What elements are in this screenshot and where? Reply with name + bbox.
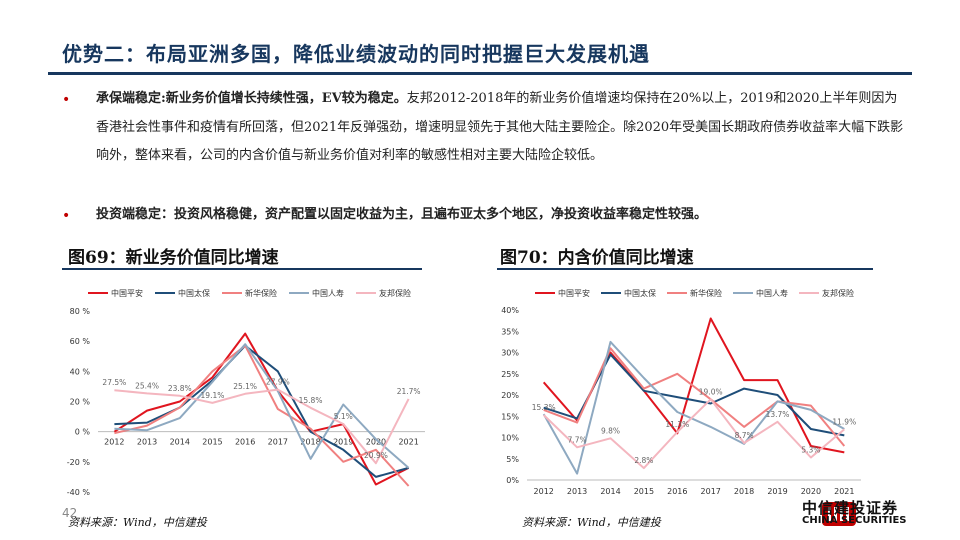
data-label: 25.4% bbox=[135, 381, 159, 390]
x-tick-label: 2018 bbox=[300, 438, 320, 447]
data-label: 19.1% bbox=[201, 391, 225, 400]
x-tick-label: 2020 bbox=[366, 438, 386, 447]
legend-label: 中国太保 bbox=[178, 288, 210, 298]
y-tick-label: 40% bbox=[501, 306, 519, 315]
x-tick-label: 2021 bbox=[398, 438, 418, 447]
data-label: 27.9% bbox=[266, 378, 290, 387]
x-tick-label: 2013 bbox=[567, 487, 587, 496]
data-label: 15.8% bbox=[299, 396, 323, 405]
series-line bbox=[114, 388, 410, 465]
y-tick-label: 5% bbox=[506, 455, 519, 464]
data-label: 8.7% bbox=[735, 431, 754, 440]
bullet-marker: • bbox=[62, 208, 71, 224]
y-tick-label: 60 % bbox=[70, 337, 91, 346]
legend-label: 中国人寿 bbox=[756, 288, 788, 298]
company-logo-icon bbox=[822, 502, 856, 526]
x-tick-label: 2014 bbox=[600, 487, 620, 496]
chart-2-title-rule bbox=[497, 268, 873, 270]
y-tick-label: 80 % bbox=[70, 307, 91, 316]
x-tick-label: 2017 bbox=[268, 438, 288, 447]
chart-2: 中国平安 中国太保 新华保险 中国人寿 友邦保险 40% 35% 30% 25% 20% 15% 10… bbox=[501, 288, 861, 496]
x-tick-label: 2014 bbox=[170, 438, 190, 447]
y-tick-label: 20% bbox=[501, 391, 519, 400]
x-tick-label: 2013 bbox=[137, 438, 157, 447]
logo-text-cn: 中信建投证券 bbox=[802, 499, 899, 517]
series-line bbox=[114, 344, 409, 478]
bullet-1: 承保端稳定:新业务价值增长持续性强，EV较为稳定。友邦2012-2018年的新业… bbox=[96, 85, 910, 171]
data-label: 23.8% bbox=[168, 384, 192, 393]
y-tick-label: 15% bbox=[501, 412, 519, 421]
bullet-marker: • bbox=[62, 92, 71, 108]
chart-1-title-rule bbox=[62, 268, 422, 270]
y-tick-label: 35% bbox=[501, 327, 519, 336]
title-divider bbox=[48, 72, 912, 75]
legend-label: 中国平安 bbox=[111, 288, 143, 298]
x-tick-label: 2012 bbox=[104, 438, 124, 447]
data-label: 11.9% bbox=[832, 417, 856, 426]
x-tick-label: 2019 bbox=[767, 487, 787, 496]
data-label: 2.8% bbox=[634, 456, 653, 465]
x-tick-label: 2017 bbox=[701, 487, 721, 496]
y-tick-label: 0% bbox=[506, 476, 519, 485]
data-label: 5.1% bbox=[334, 412, 353, 421]
x-tick-label: 2021 bbox=[834, 487, 854, 496]
series-line bbox=[113, 332, 410, 486]
legend-label: 友邦保险 bbox=[379, 288, 411, 298]
data-label: 9.8% bbox=[601, 426, 620, 435]
y-tick-label: 0 % bbox=[75, 428, 91, 437]
y-tick-label: 25% bbox=[501, 370, 519, 379]
source-note-2: 资料来源：Wind，中信建投 bbox=[522, 516, 661, 529]
y-tick-label: 10% bbox=[501, 434, 519, 443]
chart-2-title: 图70：内含价值同比增速 bbox=[500, 248, 694, 268]
series-line bbox=[114, 343, 410, 469]
y-tick-label: 40 % bbox=[70, 367, 91, 376]
bullet-2: 投资端稳定：投资风格稳健，资产配置以固定收益为主，且遍布亚太多个地区，净投资收益… bbox=[96, 201, 910, 230]
data-label: 11.3% bbox=[665, 420, 689, 429]
data-label: 7.7% bbox=[568, 435, 587, 444]
bullet-1-text: 友邦2012-2018年的新业务价值增速均保持在20%以上，2019和2020上… bbox=[96, 91, 904, 163]
y-tick-label: -20 % bbox=[67, 458, 91, 467]
x-tick-label: 2018 bbox=[734, 487, 754, 496]
chart-1: 中国平安 中国太保 新华保险 中国人寿 友邦保险 80 % 60 % 40 % 20 % 0 % -… bbox=[67, 288, 425, 497]
bullet-1-lead: 承保端稳定:新业务价值增长持续性强，EV较为稳定。 bbox=[96, 91, 407, 106]
series-line bbox=[543, 347, 846, 447]
data-label: 13.7% bbox=[766, 410, 790, 419]
chart-1-title: 图69：新业务价值同比增速 bbox=[68, 248, 279, 268]
y-tick-label: 20 % bbox=[70, 398, 91, 407]
data-label: 25.1% bbox=[233, 382, 257, 391]
x-tick-label: 2019 bbox=[333, 438, 353, 447]
x-tick-label: 2015 bbox=[634, 487, 654, 496]
logo-text-en: CHINA SECURITIES bbox=[802, 515, 907, 526]
legend-label: 新华保险 bbox=[245, 288, 277, 298]
data-label: 15.3% bbox=[532, 403, 556, 412]
page-number: 42 bbox=[62, 506, 78, 520]
legend-label: 中国人寿 bbox=[312, 288, 344, 298]
data-label: 5.3% bbox=[801, 445, 820, 454]
data-label: 21.7% bbox=[397, 387, 421, 396]
x-tick-label: 2012 bbox=[534, 487, 554, 496]
source-note-1: 资料来源：Wind，中信建投 bbox=[68, 516, 207, 529]
bullet-2-lead: 投资端稳定：投资风格稳健，资产配置以固定收益为主，且遍布亚太多个地区，净投资收益… bbox=[96, 207, 708, 222]
series-line bbox=[114, 344, 410, 487]
x-tick-label: 2016 bbox=[235, 438, 255, 447]
legend-label: 友邦保险 bbox=[822, 288, 854, 298]
data-label: 27.5% bbox=[102, 378, 126, 387]
data-label: 19.0% bbox=[699, 387, 723, 396]
data-label: 20.9% bbox=[364, 451, 388, 460]
series-line bbox=[542, 340, 845, 475]
slide-title: 优势二：布局亚洲多国，降低业绩波动的同时把握巨大发展机遇 bbox=[62, 42, 650, 66]
legend-label: 中国太保 bbox=[624, 288, 656, 298]
series-line bbox=[543, 398, 845, 470]
y-tick-label: 30% bbox=[501, 349, 519, 358]
x-tick-label: 2020 bbox=[801, 487, 821, 496]
y-tick-label: -40 % bbox=[67, 488, 91, 497]
legend-label: 新华保险 bbox=[690, 288, 722, 298]
x-tick-label: 2015 bbox=[202, 438, 222, 447]
legend-label: 中国平安 bbox=[558, 288, 590, 298]
x-tick-label: 2016 bbox=[667, 487, 687, 496]
